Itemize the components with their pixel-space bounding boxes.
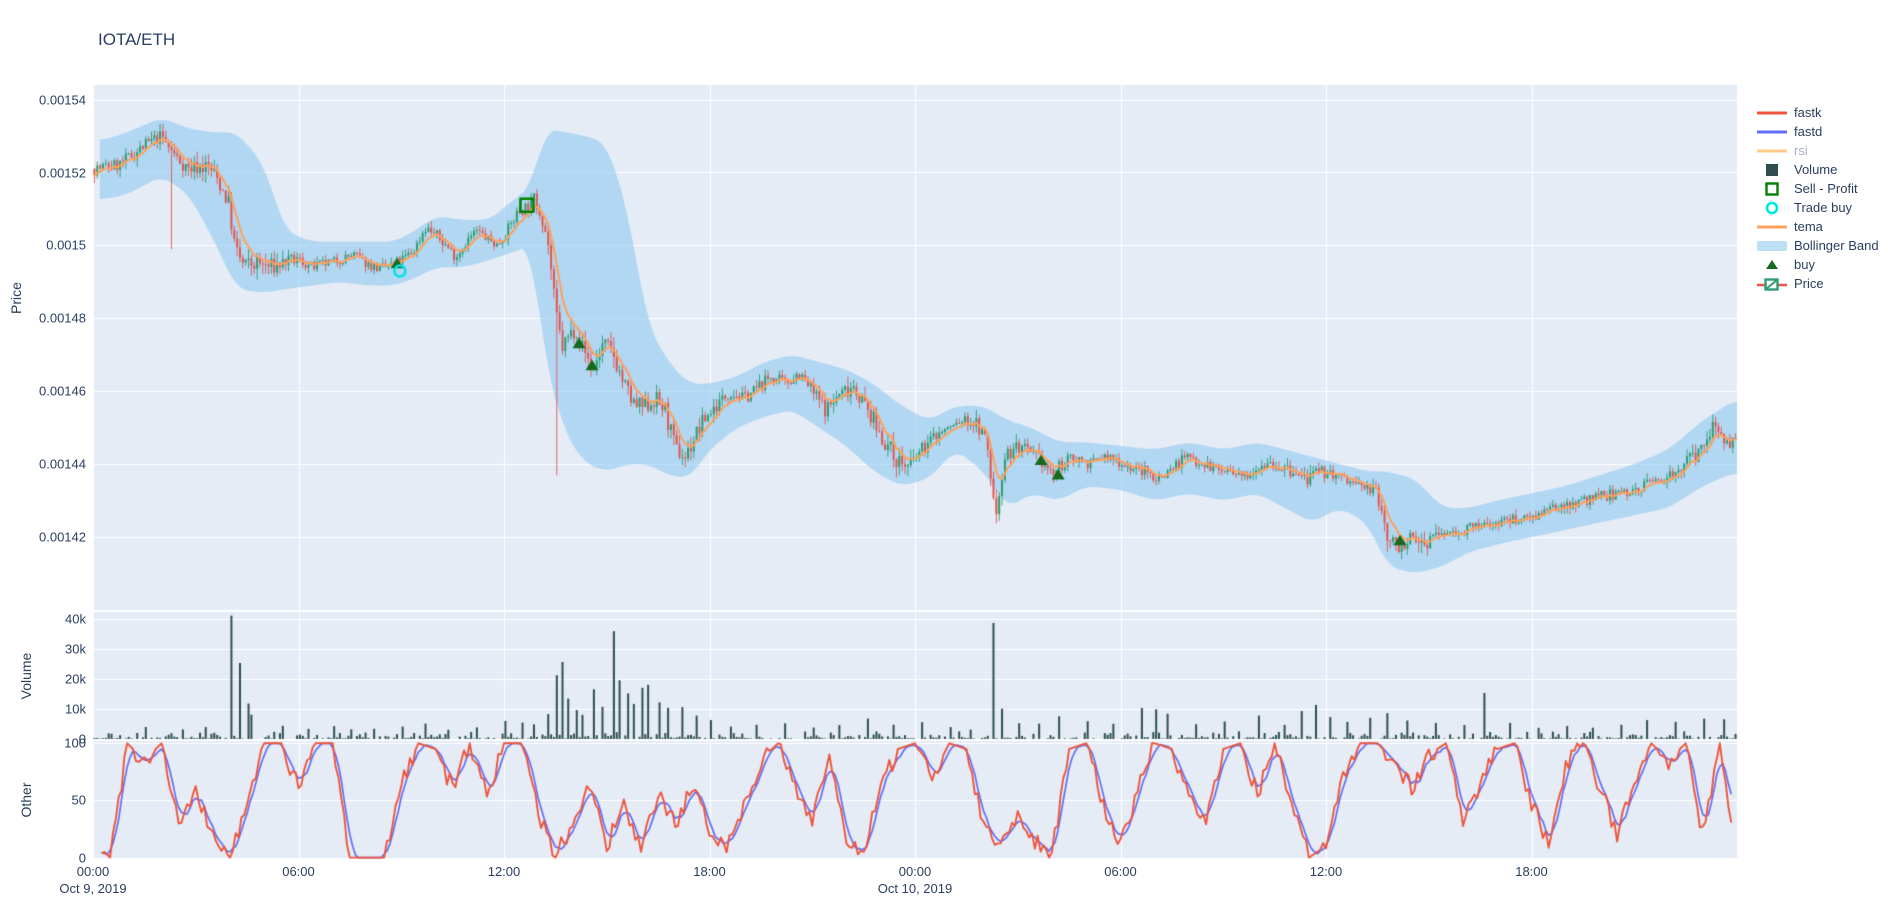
legend-item-price[interactable]: Price [1756, 274, 1879, 293]
legend-swatch-icon [1756, 181, 1788, 196]
legend-swatch-icon [1756, 277, 1788, 291]
legend-swatch-icon [1756, 125, 1788, 139]
legend-swatch-icon [1756, 144, 1788, 158]
legend-item-sell-profit[interactable]: Sell - Profit [1756, 179, 1879, 198]
legend-item-trade-buy[interactable]: Trade buy [1756, 198, 1879, 217]
legend-swatch-icon [1756, 106, 1788, 120]
legend-item-label: tema [1794, 219, 1823, 234]
legend-item-label: Sell - Profit [1794, 181, 1858, 196]
price-axis-title: Price [8, 282, 24, 314]
legend-item-label: Price [1794, 276, 1824, 291]
legend-item-label: Trade buy [1794, 200, 1853, 215]
legend-item-label: rsi [1794, 143, 1808, 158]
legend-item-fastd[interactable]: fastd [1756, 122, 1879, 141]
legend-swatch-icon [1756, 258, 1788, 272]
legend-item-label: buy [1794, 257, 1815, 272]
legend-item-bollinger-band[interactable]: Bollinger Band [1756, 236, 1879, 255]
legend-item-label: fastk [1794, 105, 1822, 120]
volume-axis-title: Volume [18, 652, 34, 700]
legend-item-label: fastd [1794, 124, 1823, 139]
legend-item-volume[interactable]: Volume [1756, 160, 1879, 179]
legend-swatch-icon [1756, 201, 1788, 215]
legend-item-buy[interactable]: buy [1756, 255, 1879, 274]
legend-swatch-icon [1756, 239, 1788, 253]
legend: fastk fastd rsi Volume Sell - Profit Trade bu… [1756, 103, 1879, 293]
legend-item-label: Volume [1794, 162, 1838, 177]
legend-item-rsi[interactable]: rsi [1756, 141, 1879, 160]
other-axis-title: Other [18, 782, 34, 818]
legend-swatch-icon [1756, 220, 1788, 234]
legend-item-fastk[interactable]: fastk [1756, 103, 1879, 122]
legend-item-tema[interactable]: tema [1756, 217, 1879, 236]
legend-swatch-icon [1756, 163, 1788, 177]
legend-item-label: Bollinger Band [1794, 238, 1879, 253]
